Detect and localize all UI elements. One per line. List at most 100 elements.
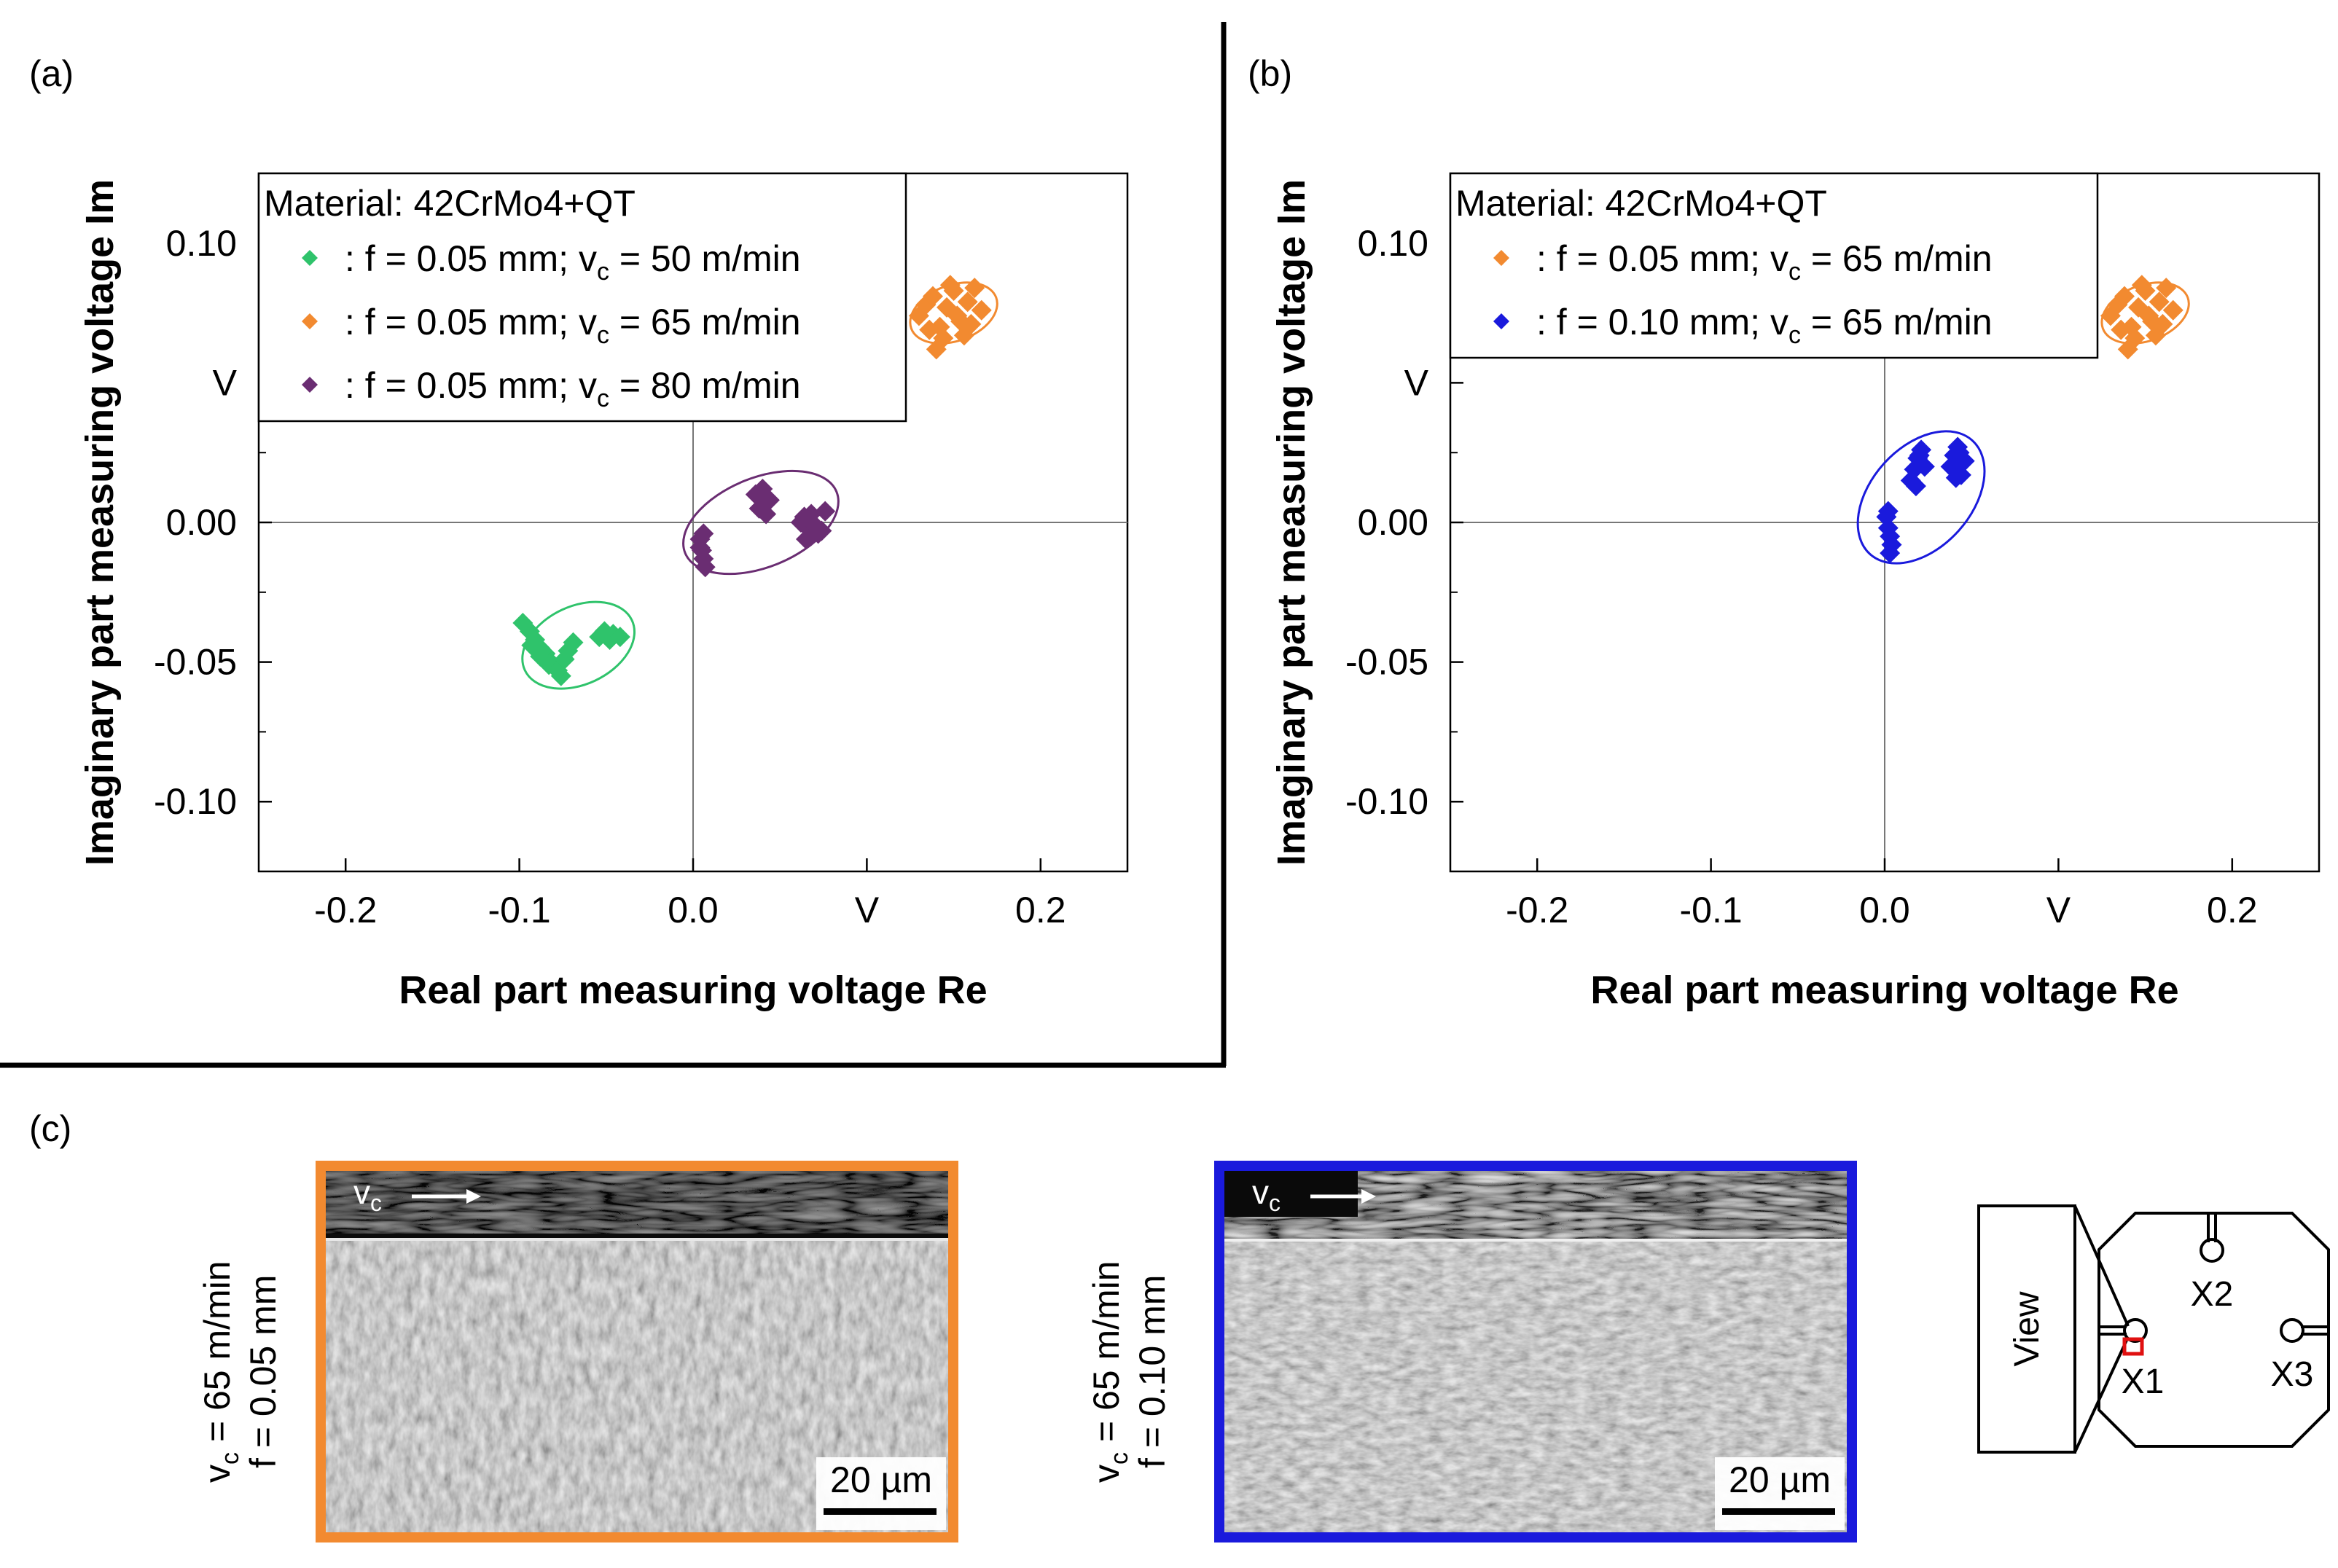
- cluster-ellipse: [521, 600, 636, 690]
- chart-b: -0.2 -0.1 0.0 V 0.2 0.10 V 0.00 -0.05 -0.10 Real …: [1270, 172, 2321, 1012]
- x1-marker: [2122, 1337, 2144, 1356]
- data-point: [1949, 442, 1970, 463]
- y-axis-label: Imaginary part measuring voltage Im: [78, 179, 122, 866]
- scale-bar: [824, 1508, 937, 1515]
- y-tick-label: 0.10: [166, 223, 237, 264]
- data-point: [1909, 445, 1930, 466]
- y-tick-label: -0.10: [1345, 781, 1428, 822]
- data-point: [815, 501, 836, 522]
- arrowhead-icon: [1361, 1189, 1376, 1204]
- x1-label: X1: [2122, 1363, 2165, 1401]
- x3-sensor: [2280, 1318, 2304, 1343]
- data-point: [1905, 476, 1926, 497]
- panel-label-b: (b): [1248, 53, 1292, 94]
- data-point: [971, 299, 992, 321]
- side-label-feed: f = 0.10 mm: [1132, 1275, 1173, 1468]
- data-point: [2145, 325, 2166, 346]
- data-point: [2138, 305, 2159, 326]
- scale-bar: [1722, 1508, 1835, 1515]
- data-point: [939, 275, 961, 296]
- x-tick-label: V: [2046, 890, 2071, 930]
- scale-label: 20 µm: [830, 1459, 932, 1500]
- scale-box: [816, 1457, 946, 1530]
- legend-entry-label: : f = 0.05 mm; vc = 65 m/min: [345, 302, 801, 349]
- view-ray-top: [2073, 1205, 2130, 1327]
- data-point: [689, 537, 711, 558]
- data-point: [811, 520, 832, 541]
- data-point: [1880, 543, 1901, 564]
- workpiece-outline: [2097, 1212, 2330, 1448]
- data-point: [563, 632, 584, 653]
- legend-title: Material: 42CrMo4+QT: [1455, 183, 1827, 224]
- panel-label-c: (c): [29, 1108, 71, 1149]
- y-tick-label: -0.10: [154, 781, 237, 822]
- y-tick-label: V: [213, 362, 238, 403]
- side-label-speed: vc = 65 m/min: [197, 1261, 244, 1483]
- legend-marker: [302, 250, 318, 266]
- panel-label-a: (a): [29, 53, 74, 94]
- data-point: [957, 291, 978, 313]
- view-box: [1977, 1204, 2076, 1454]
- data-point: [695, 557, 716, 578]
- edge-line: [321, 1238, 953, 1241]
- legend-entry-label: : f = 0.05 mm; vc = 80 m/min: [345, 365, 801, 412]
- y-axis-label: Imaginary part measuring voltage Im: [1270, 179, 1313, 866]
- legend-box: [257, 172, 907, 423]
- cutting-direction-label: vc: [353, 1173, 382, 1216]
- legend-marker: [1493, 250, 1509, 266]
- legend-entry-label: : f = 0.10 mm; vc = 65 m/min: [1536, 302, 1993, 349]
- side-label-speed: vc = 65 m/min: [1086, 1261, 1133, 1483]
- x2-label: X2: [2191, 1275, 2234, 1314]
- legend-marker: [1493, 313, 1509, 329]
- data-point: [922, 286, 943, 307]
- x-tick-label: -0.2: [314, 890, 377, 930]
- data-point: [2156, 278, 2177, 299]
- y-tick-label: -0.05: [1345, 642, 1428, 683]
- edge-line: [1219, 1239, 1852, 1242]
- chip-highlights: [321, 1169, 953, 1234]
- scale-label: 20 µm: [1729, 1459, 1831, 1500]
- data-point: [759, 490, 780, 511]
- legend-title: Material: 42CrMo4+QT: [264, 183, 636, 224]
- micrograph-right: vc = 65 m/min f = 0.10 mm vc 20 µm: [1086, 1161, 1857, 1542]
- data-point: [1877, 501, 1899, 522]
- data-point: [609, 627, 630, 648]
- scale-box: [1715, 1457, 1845, 1530]
- data-point: [2162, 299, 2183, 321]
- legend: Material: 42CrMo4+QT : f = 0.05 mm; vc =…: [257, 172, 907, 423]
- y-tick-label: -0.05: [154, 642, 237, 683]
- data-point: [2114, 286, 2135, 307]
- workpiece-schematic: View X2 X1 X3: [1977, 1204, 2330, 1454]
- data-point: [953, 325, 974, 346]
- data-point: [2131, 275, 2152, 296]
- x-tick-label: 0.2: [1015, 890, 1066, 930]
- x-tick-label: V: [855, 890, 880, 930]
- y-tick-label: 0.00: [166, 502, 237, 543]
- data-point: [926, 339, 947, 360]
- legend: Material: 42CrMo4+QT : f = 0.05 mm; vc =…: [1449, 172, 2099, 359]
- legend-marker: [302, 377, 318, 393]
- x3-label: X3: [2271, 1355, 2314, 1394]
- x1-sensor: [2123, 1318, 2148, 1343]
- data-point: [1945, 467, 1966, 488]
- dark-corner: [1219, 1166, 1358, 1217]
- arrowhead-icon: [466, 1189, 481, 1204]
- x-tick-label: -0.1: [1680, 890, 1743, 930]
- side-label-feed: f = 0.05 mm: [243, 1275, 284, 1468]
- legend-entry-label: : f = 0.05 mm; vc = 65 m/min: [1536, 238, 1993, 286]
- frame: [316, 1161, 958, 1542]
- chart-a: -0.2 -0.1 0.0 V 0.2 0.10 V 0.00 -0.05 -0.10 Real …: [78, 172, 1129, 1012]
- data-point: [2149, 291, 2170, 313]
- frame: [1214, 1161, 1857, 1542]
- x-tick-label: 0.0: [1859, 890, 1910, 930]
- y-tick-label: 0.00: [1358, 502, 1428, 543]
- cluster-ellipse: [1856, 430, 1986, 565]
- legend-marker: [302, 313, 318, 329]
- x-axis-label: Real part measuring voltage Re: [1590, 968, 2178, 1012]
- micrograph-left: vc = 65 m/min f = 0.05 mm vc 20 µm: [197, 1161, 958, 1542]
- y-tick-label: V: [1404, 362, 1429, 403]
- data-point: [795, 528, 816, 549]
- cutting-direction-label: vc: [1252, 1173, 1281, 1216]
- data-point: [2111, 319, 2132, 340]
